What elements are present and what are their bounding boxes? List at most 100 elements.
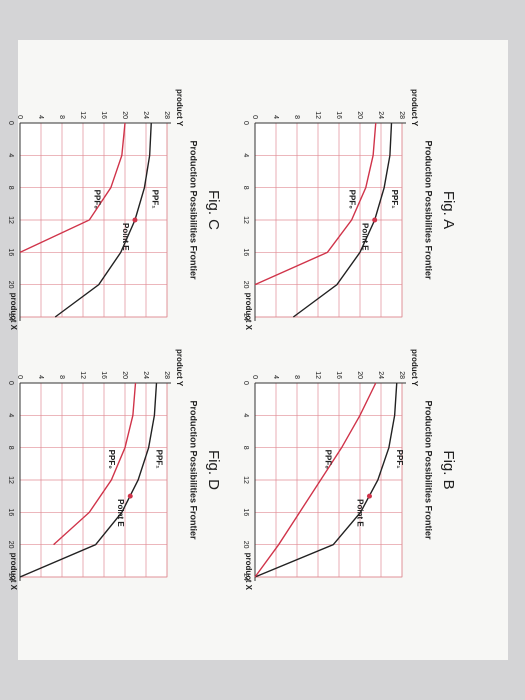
x-tick-label: 0 — [242, 381, 249, 385]
x-tick-label: 8 — [7, 186, 14, 190]
chart-subtitle: Production Possibilities Frontier — [424, 400, 434, 540]
y-tick-label: 28 — [163, 371, 170, 379]
x-tick-label: 0 — [242, 121, 249, 125]
chart-panel: Fig. B Production Possibilities Frontier p… — [242, 349, 457, 591]
y-tick-label: 28 — [163, 111, 170, 119]
x-tick-label: 12 — [7, 216, 14, 224]
x-tick-label: 4 — [7, 153, 14, 157]
y-tick-label: 8 — [293, 115, 300, 119]
x-tick-label: 0 — [7, 381, 14, 385]
x-tick-label: 8 — [242, 446, 249, 450]
y-tick-label: 28 — [398, 371, 405, 379]
y-axis-label: product Y — [410, 89, 419, 127]
x-axis-label: product X — [9, 293, 18, 331]
point-label: Point E — [116, 499, 125, 527]
chart-subtitle: Production Possibilities Frontier — [189, 400, 199, 540]
chart-panel: Fig. D Production Possibilities Frontier p… — [7, 349, 222, 591]
point-label: Point E — [121, 223, 130, 251]
point-e — [127, 493, 133, 499]
x-tick-label: 20 — [242, 541, 249, 549]
x-tick-label: 24 — [242, 573, 249, 581]
y-tick-label: 12 — [314, 371, 321, 379]
y-tick-label: 4 — [272, 115, 279, 119]
point-label: Point E — [355, 499, 364, 527]
y-tick-label: 20 — [356, 111, 363, 119]
y-tick-label: 4 — [37, 115, 44, 119]
y-tick-label: 0 — [16, 375, 23, 379]
x-axis-label: product X — [244, 553, 253, 591]
ppf-curve — [53, 382, 137, 546]
x-axis-label: product X — [9, 553, 18, 591]
ppf-curve — [19, 382, 158, 578]
x-tick-label: 8 — [242, 186, 249, 190]
chart-title: Fig. D — [205, 450, 222, 490]
ppf-curve — [19, 122, 126, 253]
y-tick-label: 8 — [58, 115, 65, 119]
y-tick-label: 16 — [100, 111, 107, 119]
series-label: PPF₀ — [107, 450, 116, 470]
x-tick-label: 16 — [242, 508, 249, 516]
y-axis-label: product Y — [175, 89, 184, 127]
y-tick-label: 4 — [37, 375, 44, 379]
x-tick-label: 12 — [242, 476, 249, 484]
chart-title: Fig. C — [205, 190, 222, 230]
series-label: PPF₁ — [155, 450, 164, 470]
y-tick-label: 20 — [121, 371, 128, 379]
series-label: PPF₁ — [150, 190, 159, 210]
x-tick-label: 24 — [7, 313, 14, 321]
y-tick-label: 0 — [16, 115, 23, 119]
y-tick-label: 20 — [121, 111, 128, 119]
y-tick-label: 16 — [100, 371, 107, 379]
y-tick-label: 24 — [377, 371, 384, 379]
chart-subtitle: Production Possibilities Frontier — [189, 140, 199, 280]
ppf-curve — [254, 382, 398, 578]
ppf-curve — [254, 382, 377, 578]
point-e — [372, 217, 378, 223]
y-tick-label: 8 — [58, 375, 65, 379]
point-e — [366, 493, 372, 499]
x-tick-label: 0 — [7, 121, 14, 125]
chart-subtitle: Production Possibilities Frontier — [424, 140, 434, 280]
chart-title: Fig. B — [440, 450, 457, 489]
x-tick-label: 4 — [7, 413, 14, 417]
point-e — [132, 217, 138, 223]
series-label: PPF₀ — [93, 190, 102, 210]
x-tick-label: 8 — [7, 446, 14, 450]
point-label: Point E — [361, 223, 370, 251]
chart-panel: Fig. C Production Possibilities Frontier p… — [7, 89, 222, 331]
y-axis-label: product Y — [410, 349, 419, 387]
x-tick-label: 12 — [7, 476, 14, 484]
x-tick-label: 20 — [242, 281, 249, 289]
y-tick-label: 8 — [293, 375, 300, 379]
y-axis-label: product Y — [175, 349, 184, 387]
series-label: PPF₁ — [390, 190, 399, 210]
x-axis-label: product X — [244, 293, 253, 331]
y-tick-label: 12 — [79, 371, 86, 379]
y-tick-label: 0 — [251, 115, 258, 119]
x-tick-label: 20 — [7, 281, 14, 289]
y-tick-label: 4 — [272, 375, 279, 379]
x-tick-label: 4 — [242, 153, 249, 157]
x-tick-label: 16 — [242, 248, 249, 256]
y-tick-label: 28 — [398, 111, 405, 119]
y-tick-label: 12 — [79, 111, 86, 119]
x-tick-label: 4 — [242, 413, 249, 417]
y-tick-label: 20 — [356, 371, 363, 379]
series-label: PPF₀ — [324, 450, 333, 470]
series-label: PPF₀ — [348, 190, 357, 210]
y-tick-label: 16 — [335, 111, 342, 119]
y-tick-label: 24 — [142, 371, 149, 379]
y-tick-label: 24 — [377, 111, 384, 119]
y-tick-label: 0 — [251, 375, 258, 379]
series-label: PPF₁ — [395, 450, 404, 470]
ppf-curve — [254, 122, 377, 286]
y-tick-label: 12 — [314, 111, 321, 119]
chart-panel: Fig. A Production Possibilities Frontier p… — [242, 89, 457, 331]
y-tick-label: 16 — [335, 371, 342, 379]
x-tick-label: 16 — [7, 508, 14, 516]
y-tick-label: 24 — [142, 111, 149, 119]
chart-title: Fig. A — [440, 191, 457, 229]
x-tick-label: 24 — [242, 313, 249, 321]
x-tick-label: 12 — [242, 216, 249, 224]
